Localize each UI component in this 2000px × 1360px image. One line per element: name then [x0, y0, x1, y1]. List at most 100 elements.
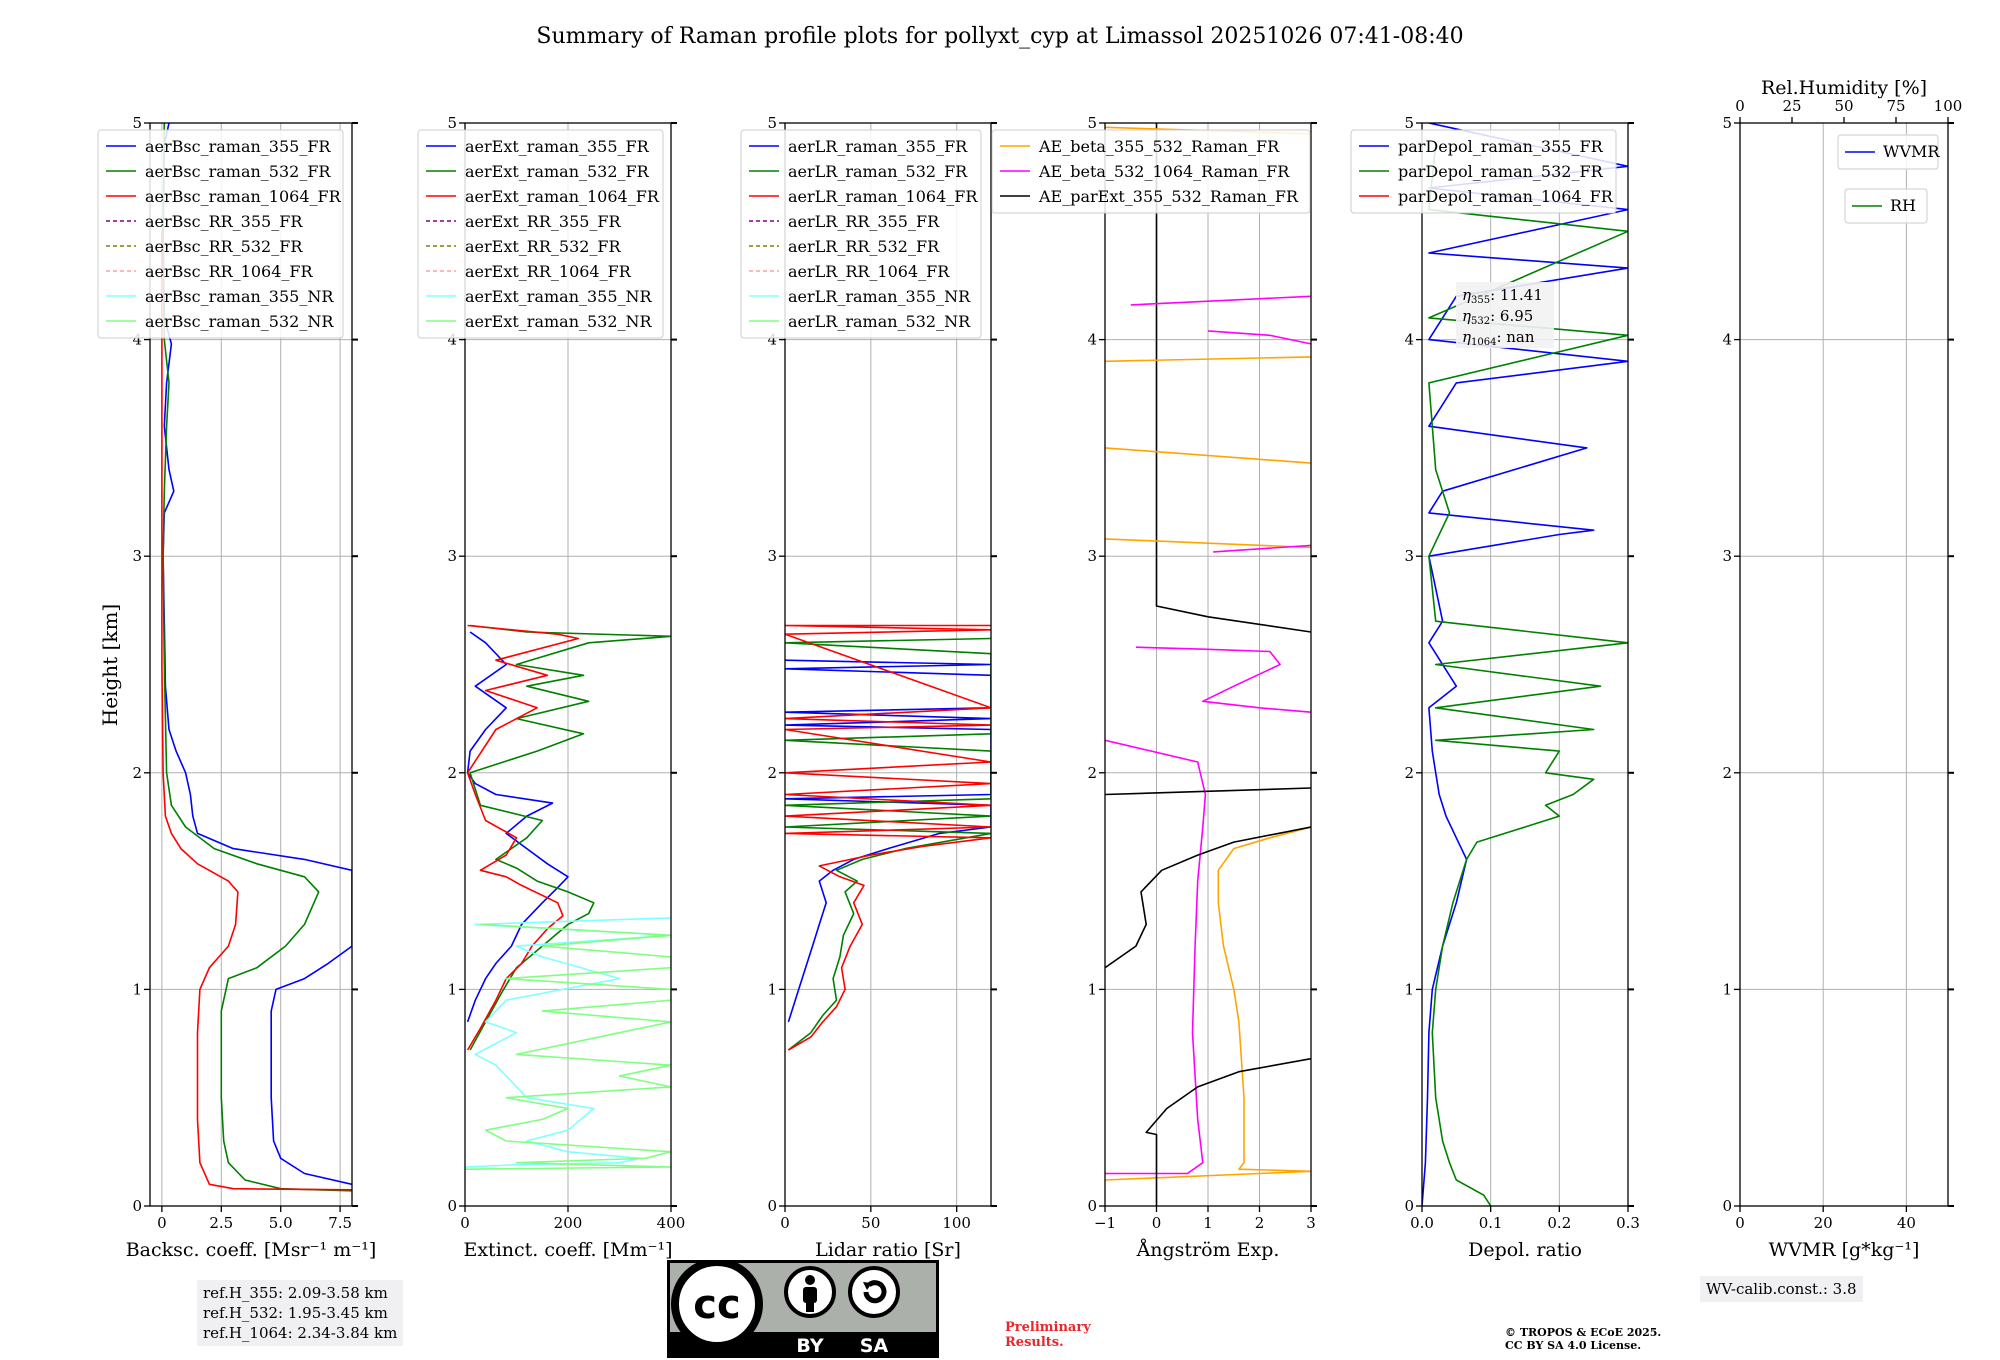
y-tick-label: 2: [132, 764, 142, 782]
panel-depol: 0 1 2 3 4 5 0.0 0.1 0.2 0.3 Depol. ratio parDepol_r…: [1350, 114, 1640, 1261]
x-tick-label: 0.3: [1616, 1214, 1640, 1232]
series-line-aerExt_raman_532_FR: [469, 624, 671, 1051]
x-tick-label: 50: [861, 1214, 880, 1232]
series-line-aerBsc_raman_532_FR: [162, 123, 352, 1192]
y-tick-label: 2: [1722, 764, 1732, 782]
legend-entry: aerExt_RR_532_FR: [465, 237, 622, 256]
series-line-AE_beta_355_532_Raman_FR: [1105, 826, 1311, 1181]
x-tick-label: 0: [1735, 1214, 1745, 1232]
sa-share-icon: [848, 1266, 900, 1318]
legend-frame: [97, 129, 344, 339]
y-tick-label: 5: [1087, 114, 1097, 132]
legend-frame: [1844, 188, 1928, 224]
preliminary-line-2: Results.: [1005, 1335, 1064, 1350]
legend-frame: [1350, 129, 1617, 214]
x-tick-label: 0: [780, 1214, 790, 1232]
series-line-AE_beta_532_1064_Raman_FR: [1130, 295, 1311, 306]
copyright-line-2: CC BY SA 4.0 License.: [1505, 1339, 1642, 1352]
series-group: [465, 624, 671, 1170]
top-tick-label: 75: [1886, 97, 1905, 115]
series-line-AE_parExt_355_532_Raman_FR: [1155, 123, 1311, 633]
series-line-parDepol_raman_532_FR: [1428, 144, 1628, 1206]
legend-entry: aerLR_raman_355_NR: [788, 287, 971, 306]
legend-entry: aerBsc_raman_355_NR: [145, 287, 334, 306]
legend-entry: aerBsc_raman_532_NR: [145, 312, 334, 331]
legend-entry: aerLR_RR_355_FR: [788, 212, 940, 231]
y-tick-label: 2: [1404, 764, 1414, 782]
legend-frame: [1837, 134, 1939, 170]
legend-entry: aerLR_raman_355_FR: [788, 137, 968, 156]
eta-annotation-frame: [1456, 282, 1554, 348]
y-tick-label: 0: [1087, 1197, 1097, 1215]
series-line-aerLR_raman_1064_FR: [785, 624, 991, 1051]
legend-entry: aerBsc_RR_355_FR: [145, 212, 303, 231]
y-tick-label: 0: [1722, 1197, 1732, 1215]
legend-frame: [740, 129, 982, 339]
panel-ext: 0 1 2 3 4 5 0 200 400 Extinct. coeff. [Mm⁻¹] aerEx…: [417, 114, 685, 1261]
refh-532: ref.H_532: 1.95-3.45 km: [203, 1304, 388, 1322]
copyright-note: © TROPOS & ECoE 2025. CC BY SA 4.0 Licen…: [1505, 1326, 1661, 1352]
y-tick-label: 1: [447, 980, 457, 998]
series-line-AE_beta_355_532_Raman_FR: [1105, 447, 1311, 464]
y-tick-label: 1: [767, 980, 777, 998]
series-group: [161, 123, 352, 1192]
legend-entry: aerLR_raman_1064_FR: [788, 187, 978, 206]
y-axis-label: Height [km]: [98, 604, 122, 726]
y-tick-label: 0: [767, 1197, 777, 1215]
eta-1064: η1064: nan: [1462, 328, 1535, 348]
series-line-aerBsc_raman_355_FR: [162, 123, 352, 1186]
legend-entry: aerLR_RR_532_FR: [788, 237, 940, 256]
y-tick-label: 5: [1404, 114, 1414, 132]
x-axis-label: WVMR [g*kg⁻¹]: [1769, 1239, 1920, 1261]
y-tick-label: 2: [1087, 764, 1097, 782]
x-tick-label: 100: [942, 1214, 971, 1232]
x-axis-label: Extinct. coeff. [Mm⁻¹]: [463, 1239, 672, 1261]
series-line-aerLR_raman_355_FR: [785, 659, 991, 1023]
series-line-aerExt_raman_1064_FR: [466, 624, 580, 1051]
legend-box: RH: [1844, 188, 1928, 224]
axes-frame: [149, 122, 353, 1207]
y-tick-label: 0: [132, 1197, 142, 1215]
y-tick-label: 4: [132, 331, 142, 349]
x-tick-label: 40: [1897, 1214, 1916, 1232]
legend-entry: aerBsc_raman_355_FR: [145, 137, 331, 156]
x-axis-label: Lidar ratio [Sr]: [815, 1239, 961, 1261]
sa-label: SA: [860, 1335, 889, 1357]
top-tick-label: 50: [1834, 97, 1853, 115]
series-line-AE_parExt_355_532_Raman_FR: [1105, 787, 1311, 796]
series-line-AE_beta_532_1064_Raman_FR: [1207, 330, 1311, 345]
y-tick-label: 0: [447, 1197, 457, 1215]
y-tick-label: 4: [1404, 331, 1414, 349]
y-tick-label: 5: [1722, 114, 1732, 132]
y-tick-label: 4: [1722, 331, 1732, 349]
x-tick-label: 1: [1203, 1214, 1213, 1232]
legend-entry: RH: [1890, 196, 1916, 215]
y-tick-label: 1: [1722, 980, 1732, 998]
legend-box: WVMR: [1837, 134, 1940, 170]
by-label: BY: [796, 1335, 823, 1357]
series-line-AE_beta_532_1064_Raman_FR: [1213, 544, 1311, 553]
series-group: [785, 624, 991, 1051]
y-tick-label: 5: [132, 114, 142, 132]
x-axis-label: Depol. ratio: [1468, 1239, 1582, 1261]
axes-frame: [1421, 122, 1629, 1207]
panel-bsc: 0 1 2 3 4 5 0 2.5 5.0 7.5 Backsc. coeff. [Msr⁻¹ m⁻…: [97, 114, 376, 1261]
cc-logo-circle: [671, 1260, 763, 1350]
legend-box: aerLR_raman_355_FR aerLR_raman_532_FR aerL…: [740, 129, 982, 339]
y-tick-label: 1: [1404, 980, 1414, 998]
series-line-AE_beta_355_532_Raman_FR: [1105, 538, 1311, 549]
wv-calib-box: WV-calib.const.: 3.8: [1700, 1276, 1863, 1302]
y-tick-label: 4: [767, 331, 777, 349]
x-tick-label: 2.5: [209, 1214, 233, 1232]
cc-logo-text: cc: [693, 1282, 740, 1328]
cc-by-sa-license-badge: cc BY SA: [667, 1260, 939, 1358]
legend-entry: aerBsc_raman_1064_FR: [145, 187, 342, 206]
legend-entry: aerExt_raman_355_NR: [465, 287, 653, 306]
reference-height-box: ref.H_355: 2.09-3.58 km ref.H_532: 1.95-…: [197, 1280, 404, 1346]
series-line-AE_beta_355_532_Raman_FR: [1105, 356, 1311, 363]
x-tick-label: 200: [554, 1214, 583, 1232]
y-tick-label: 5: [447, 114, 457, 132]
legend-entry: aerExt_RR_1064_FR: [465, 262, 632, 281]
